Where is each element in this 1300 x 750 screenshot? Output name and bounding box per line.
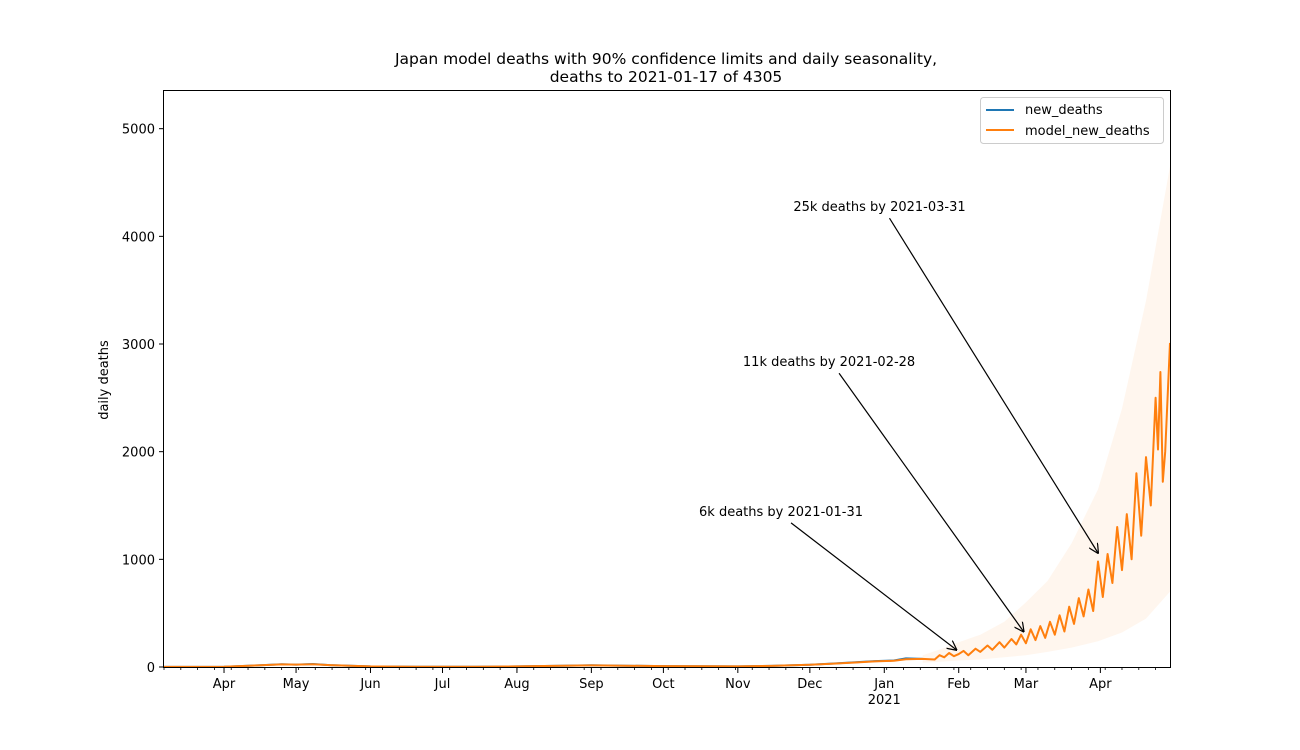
- confidence-band-layer: [922, 166, 1170, 663]
- legend-box: [980, 97, 1164, 144]
- x-tick-label: May: [283, 677, 310, 692]
- x-tick-label: Apr: [1089, 677, 1112, 692]
- y-axis: 0 1000 2000 3000 4000 5000: [122, 123, 164, 676]
- y-tick-label: 1000: [122, 553, 155, 568]
- y-tick-label: 5000: [122, 123, 155, 138]
- y-tick-label: 2000: [122, 446, 155, 461]
- y-tick-label: 4000: [122, 230, 155, 245]
- annotation-label: 11k deaths by 2021-02-28: [743, 355, 915, 370]
- annotation-label: 25k deaths by 2021-03-31: [793, 200, 965, 215]
- x-tick-label: Apr: [213, 677, 236, 692]
- annotation-label: 6k deaths by 2021-01-31: [699, 505, 863, 520]
- legend: new_deaths model_new_deaths: [980, 97, 1164, 144]
- x-tick-label: Sep: [579, 677, 604, 692]
- y-tick-label: 0: [147, 661, 155, 676]
- chart-title-line2: deaths to 2021-01-17 of 4305: [550, 68, 783, 86]
- x-tick-label: Jun: [359, 677, 380, 692]
- legend-label-new-deaths: new_deaths: [1025, 103, 1103, 118]
- x-tick-label: Feb: [947, 677, 970, 692]
- x-tick-label: Jan: [873, 677, 894, 692]
- legend-label-model-new-deaths: model_new_deaths: [1025, 124, 1150, 139]
- x-tick-label: Nov: [725, 677, 751, 692]
- annotation-arrow: [790, 522, 956, 650]
- x-tick-label: Oct: [652, 677, 674, 692]
- x-tick-sublabel: 2021: [868, 693, 901, 708]
- series-line-model-new-deaths: [163, 342, 1171, 668]
- annotation-layer: 6k deaths by 2021-01-31 11k deaths by 202…: [699, 200, 1098, 650]
- series-layer: [163, 342, 1171, 668]
- x-tick-label: Jul: [434, 677, 451, 692]
- annotation-arrow: [888, 217, 1097, 553]
- x-tick-label: Aug: [504, 677, 529, 692]
- plot-frame: [163, 90, 1171, 668]
- y-tick-label: 3000: [122, 338, 155, 353]
- x-tick-label: Mar: [1014, 677, 1039, 692]
- x-tick-label: Dec: [797, 677, 822, 692]
- y-axis-label: daily deaths: [97, 340, 112, 420]
- chart-title-line1: Japan model deaths with 90% confidence l…: [394, 50, 937, 68]
- annotation-arrow: [838, 372, 1023, 631]
- confidence-band-area: [922, 166, 1170, 663]
